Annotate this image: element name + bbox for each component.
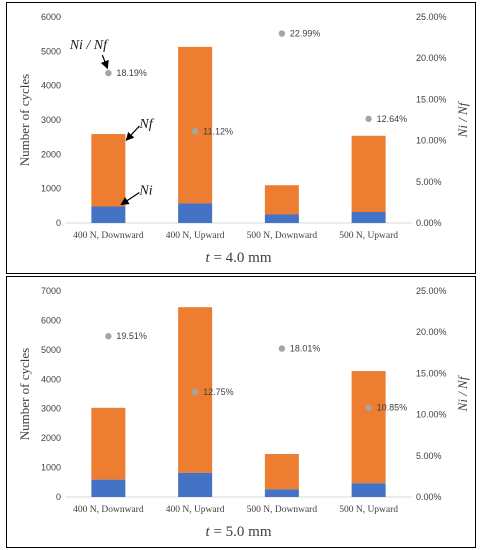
c0-y-tick-label: 1000 (41, 184, 61, 194)
c0-category-label: 500 N, Downward (247, 231, 318, 241)
c0-thickness-value: = 4.0 mm (210, 250, 272, 266)
c1-bar-ni (351, 483, 386, 497)
c1-y2-tick-label: 15.00% (416, 368, 447, 378)
c0-y-tick-label: 4000 (41, 81, 61, 91)
c0-ratio-point (105, 69, 112, 77)
c0-category-label: 400 N, Downward (73, 231, 144, 241)
chart-top: 0 1000 2000 3000 4000 5000 6000 0.00% 5.00% 10.00… (17, 12, 470, 266)
c1-y2-axis-title: Ni / Nf (455, 374, 470, 412)
c0-bar-nf (264, 185, 299, 215)
c1-ratio-point (105, 333, 112, 340)
c0-bar-ni (351, 212, 386, 223)
c1-bar-nf (351, 371, 386, 484)
c0-y2-tick-label: 25.00% (416, 12, 447, 22)
c1-bar-nf (91, 407, 126, 480)
c1-ratio-label: 12.75% (203, 387, 234, 397)
c0-annotation-nf: Nf (138, 117, 154, 132)
c0-y2-axis-title: Ni / Nf (455, 100, 470, 138)
c0-category-label: 500 N, Upward (339, 231, 398, 241)
c1-y2-tick-label: 5.00% (416, 451, 442, 461)
c1-y-axis-title: Number of cycles (17, 348, 32, 440)
c1-y-tick-label: 5000 (41, 345, 61, 355)
chart-panel-top: 0 1000 2000 3000 4000 5000 6000 0.00% 5.00% 10.00… (6, 2, 476, 274)
c0-annotation-ni: Ni (138, 184, 152, 199)
c0-bar-nf (178, 46, 213, 204)
c1-bar-ni (264, 489, 299, 497)
c0-annotation-ni-arrow (120, 192, 140, 206)
c0-y2-tick-label: 0.00% (416, 218, 442, 228)
c1-thickness-title: t = 5.0 mm (206, 524, 272, 540)
c0-ratio-point (191, 128, 199, 135)
c0-category-label: 400 N, Upward (166, 231, 225, 241)
c0-annotation-ratio-arrow (100, 54, 109, 70)
c1-ratio-point (365, 404, 372, 411)
chart-panel-bottom: 0 1000 2000 3000 4000 5000 6000 7000 0.00% 5.00% 1… (6, 276, 476, 548)
c0-annotation-nf-arrow (125, 125, 140, 141)
c1-y2-tick-label: 0.00% (416, 492, 442, 502)
c1-y-tick-label: 1000 (41, 463, 61, 473)
c1-y-tick-label: 2000 (41, 433, 61, 443)
c0-ratio-point (278, 30, 286, 37)
c1-y-tick-label: 0 (56, 492, 61, 502)
c0-y-tick-label: 3000 (41, 115, 61, 125)
c1-y-tick-label: 7000 (41, 286, 61, 296)
c1-thickness-symbol: t (206, 524, 211, 540)
c0-bar-ni (91, 206, 126, 223)
c0-ratio-label: 22.99% (290, 29, 321, 39)
c0-ratio-label: 12.64% (377, 114, 408, 124)
c0-annotation-ratio: Ni / Nf (69, 38, 109, 53)
chart-bottom: 0 1000 2000 3000 4000 5000 6000 7000 0.00% 5.00% 1… (17, 286, 470, 540)
c0-bar-nf (351, 135, 386, 213)
c0-ratio-label: 11.12% (203, 126, 233, 136)
c0-ratio-point (365, 115, 372, 123)
c1-ratio-label: 19.51% (116, 331, 147, 341)
c1-y-tick-label: 6000 (41, 315, 61, 325)
c1-ratio-label: 18.01% (290, 344, 321, 354)
c0-y-axis-title: Number of cycles (17, 74, 32, 166)
c1-bar-ni (178, 472, 213, 497)
c1-y-tick-label: 3000 (41, 404, 61, 414)
c0-thickness-title: t = 4.0 mm (206, 250, 272, 266)
c0-y-tick-label: 5000 (41, 46, 61, 56)
c1-y2-tick-label: 25.00% (416, 286, 447, 296)
c1-y2-tick-label: 20.00% (416, 327, 447, 337)
c0-y2-tick-label: 5.00% (416, 177, 442, 187)
c0-bar-ni (264, 214, 299, 223)
c1-category-label: 400 N, Upward (166, 505, 225, 515)
c0-y-tick-label: 2000 (41, 149, 61, 159)
c1-category-label: 500 N, Upward (339, 505, 398, 515)
c0-y-tick-label: 6000 (41, 12, 61, 22)
c0-y2-tick-label: 10.00% (416, 136, 447, 146)
c1-ratio-point (191, 388, 199, 396)
c1-category-label: 500 N, Downward (247, 505, 318, 515)
c0-thickness-symbol: t (206, 250, 211, 266)
c0-bar-ni (178, 203, 213, 223)
c0-y-tick-label: 0 (56, 218, 61, 228)
c1-y2-tick-label: 10.00% (416, 410, 447, 420)
c1-bar-nf (264, 454, 299, 490)
c0-y2-tick-label: 20.00% (416, 53, 447, 63)
c1-ratio-point (278, 345, 286, 352)
c1-thickness-value: = 5.0 mm (210, 524, 272, 540)
c0-bar-nf (91, 134, 126, 207)
c1-y-tick-label: 4000 (41, 374, 61, 384)
c0-y2-tick-label: 15.00% (416, 94, 447, 104)
c1-category-label: 400 N, Downward (73, 505, 144, 515)
c1-bar-ni (91, 479, 126, 497)
c0-ratio-label: 18.19% (116, 68, 147, 78)
c1-ratio-label: 10.85% (377, 403, 408, 413)
